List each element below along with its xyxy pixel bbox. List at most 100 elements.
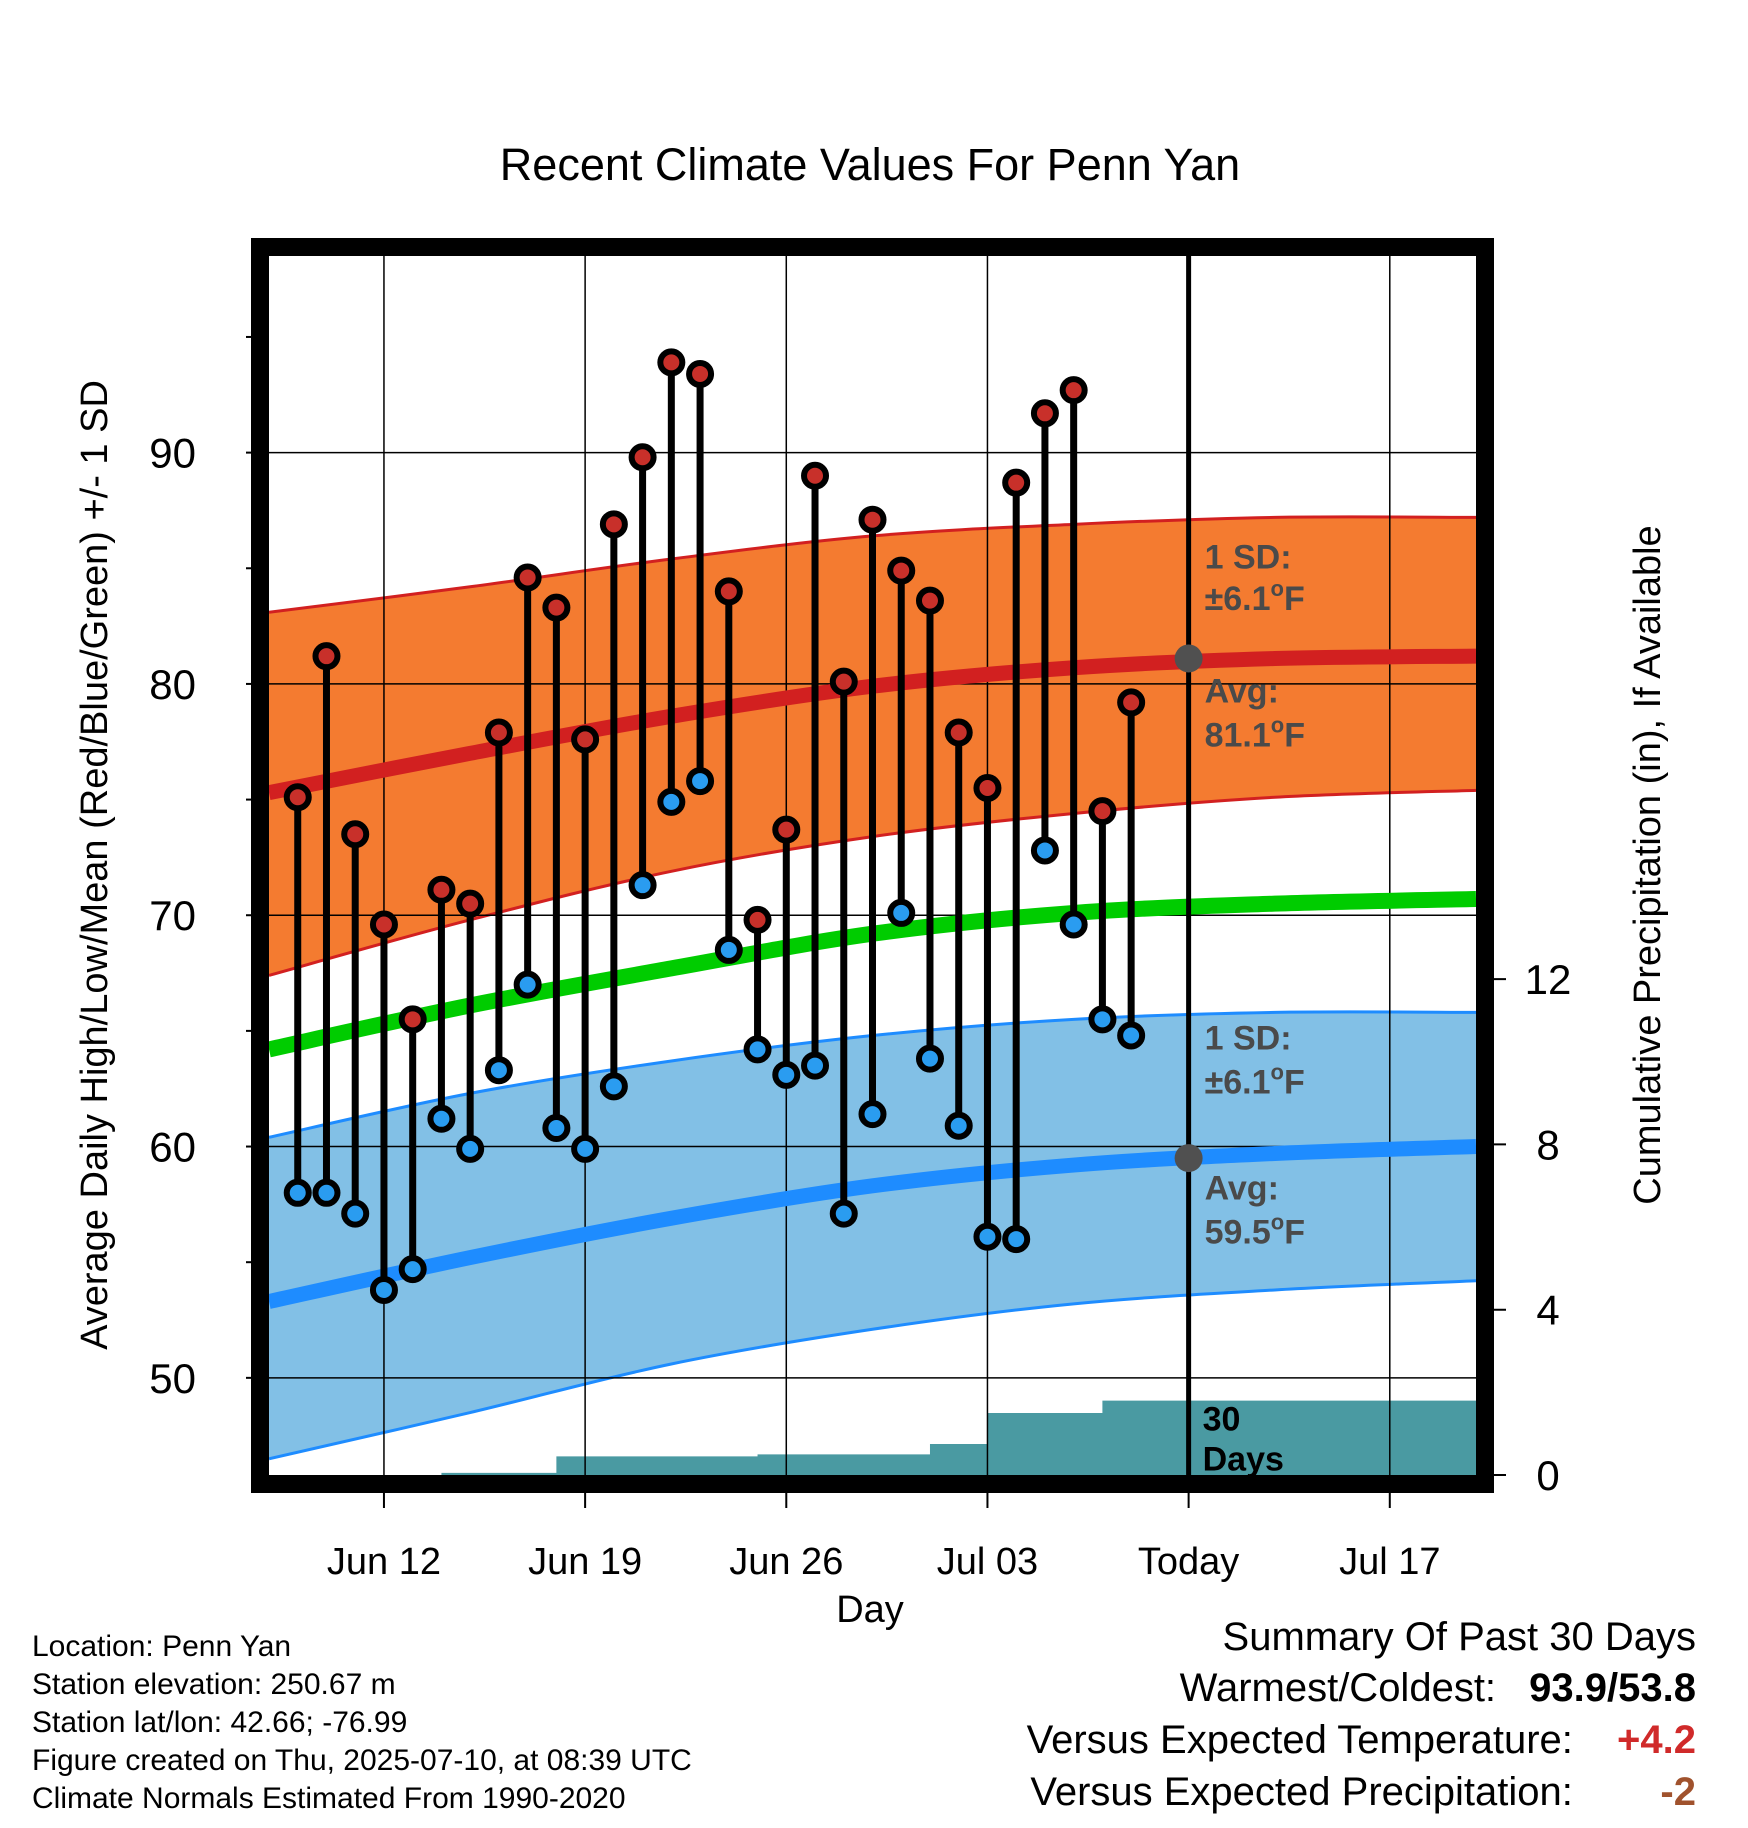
x-axis-label: Day — [836, 1589, 904, 1631]
daily-low-dot — [513, 970, 542, 999]
today-high-avg-marker — [1174, 644, 1203, 673]
daily-high-dot — [542, 593, 571, 622]
daily-low-dot — [686, 767, 715, 796]
precip-days-unit: Days — [1203, 1441, 1284, 1479]
daily-high-dot — [1088, 797, 1117, 826]
summary-panel: Summary Of Past 30 Days Warmest/Coldest:… — [1027, 1612, 1696, 1818]
x-tick-label: Jul 03 — [937, 1541, 1038, 1583]
daily-low-dot — [571, 1134, 600, 1163]
daily-high-dot — [801, 461, 830, 490]
low-avg-label: Avg: — [1205, 1170, 1279, 1208]
daily-low-dot — [427, 1104, 456, 1133]
daily-high-dot — [456, 889, 485, 918]
daily-low-dot — [1088, 1005, 1117, 1034]
low-sd-lower-line — [269, 1279, 1476, 1461]
summary-precip-label: Versus Expected Precipitation: — [1030, 1770, 1573, 1814]
station-info: Location: Penn Yan Station elevation: 25… — [32, 1628, 692, 1818]
info-elevation: Station elevation: 250.67 m — [32, 1668, 396, 1701]
daily-low-dot — [1117, 1021, 1146, 1050]
daily-high-dot — [312, 642, 341, 671]
axes: 50 60 70 80 90 0 4 8 12 Jun 12 Jun 19 Jun 26 Jul 03 T… — [149, 335, 1572, 1583]
y-axis-label: Average Daily High/Low/Mean (Red/Blue/Gr… — [74, 380, 116, 1350]
daily-low-dot — [398, 1255, 427, 1284]
summary-temp-label: Versus Expected Temperature: — [1026, 1718, 1573, 1762]
daily-low-dot — [858, 1100, 887, 1129]
y2-tick-label: 0 — [1536, 1452, 1559, 1499]
daily-low-dot — [599, 1072, 628, 1101]
summary-temperature: Versus Expected Temperature: +4.2 — [1027, 1714, 1696, 1766]
daily-high-dot — [858, 505, 887, 534]
daily-low-dot — [542, 1114, 571, 1143]
daily-low-dot — [772, 1060, 801, 1089]
daily-low-dot — [657, 787, 686, 816]
daily-low-dot — [456, 1134, 485, 1163]
daily-low-dot — [341, 1199, 370, 1228]
daily-high-dot — [743, 905, 772, 934]
y2-tick-label: 12 — [1525, 956, 1572, 1003]
summary-warm-cold: Warmest/Coldest: 93.9/53.8 — [1027, 1662, 1696, 1714]
info-normals: Climate Normals Estimated From 1990-2020 — [32, 1782, 626, 1815]
low-sd-value: ±6.1oF — [1205, 1059, 1305, 1101]
daily-high-dot — [772, 815, 801, 844]
x-tick-label: Today — [1138, 1541, 1239, 1583]
chart-title: Recent Climate Values For Penn Yan — [500, 139, 1240, 190]
daily-low-dot — [915, 1044, 944, 1073]
high-sd-value: ±6.1oF — [1205, 576, 1305, 618]
daily-low-dot — [973, 1222, 1002, 1251]
daily-low-dot — [944, 1111, 973, 1140]
y-tick-label: 50 — [149, 1355, 196, 1402]
y2-tick-label: 4 — [1536, 1287, 1559, 1334]
daily-high-dot — [944, 718, 973, 747]
daily-high-dot — [915, 586, 944, 615]
precip-days-value: 30 — [1203, 1401, 1241, 1439]
daily-low-dot — [312, 1178, 341, 1207]
summary-precipitation: Versus Expected Precipitation: -2 — [1027, 1766, 1696, 1818]
daily-low-dot — [369, 1275, 398, 1304]
y2-tick-label: 8 — [1536, 1121, 1559, 1168]
daily-low-dot — [628, 871, 657, 900]
daily-high-dot — [686, 359, 715, 388]
low-avg-value: 59.5oF — [1205, 1210, 1305, 1252]
daily-high-dot — [513, 563, 542, 592]
daily-high-dot — [628, 443, 657, 472]
daily-high-dot — [829, 667, 858, 696]
low-sd-label: 1 SD: — [1205, 1019, 1292, 1057]
daily-low-dot — [484, 1056, 513, 1085]
y-tick-label: 90 — [149, 430, 196, 477]
daily-high-dot — [887, 556, 916, 585]
daily-high-dot — [571, 725, 600, 754]
summary-warm-cold-label: Warmest/Coldest: — [1179, 1666, 1497, 1710]
daily-high-dot — [1002, 468, 1031, 497]
daily-low-dot — [887, 898, 916, 927]
y-tick-label: 60 — [149, 1124, 196, 1171]
info-location: Location: Penn Yan — [32, 1630, 292, 1663]
daily-low-dot — [743, 1035, 772, 1064]
precip-area — [269, 1400, 1476, 1475]
y2-axis-label: Cumulative Precipitation (in), If Availa… — [1627, 525, 1669, 1204]
summary-warm-cold-value: 93.9/53.8 — [1529, 1666, 1696, 1710]
daily-high-dot — [369, 910, 398, 939]
daily-low-dot — [1002, 1225, 1031, 1254]
daily-high-dot — [484, 718, 513, 747]
x-tick-label: Jun 12 — [327, 1541, 441, 1583]
daily-high-dot — [657, 348, 686, 377]
daily-high-dot — [599, 510, 628, 539]
x-tick-label: Jun 19 — [528, 1541, 642, 1583]
daily-low-dot — [714, 935, 743, 964]
low-mean-line — [269, 1139, 1476, 1309]
today-low-avg-marker — [1174, 1144, 1203, 1173]
daily-low-dot — [829, 1199, 858, 1228]
y-tick-label: 70 — [149, 892, 196, 939]
daily-dots — [283, 348, 1146, 1304]
high-sd-label: 1 SD: — [1205, 538, 1292, 576]
daily-high-dot — [1059, 376, 1088, 405]
summary-precip-value: -2 — [1660, 1770, 1696, 1814]
info-latlon: Station lat/lon: 42.66; -76.99 — [32, 1706, 408, 1739]
daily-low-dot — [801, 1051, 830, 1080]
daily-low-dot — [1030, 836, 1059, 865]
daily-high-dot — [1030, 399, 1059, 428]
daily-range-stems — [294, 362, 1135, 1290]
